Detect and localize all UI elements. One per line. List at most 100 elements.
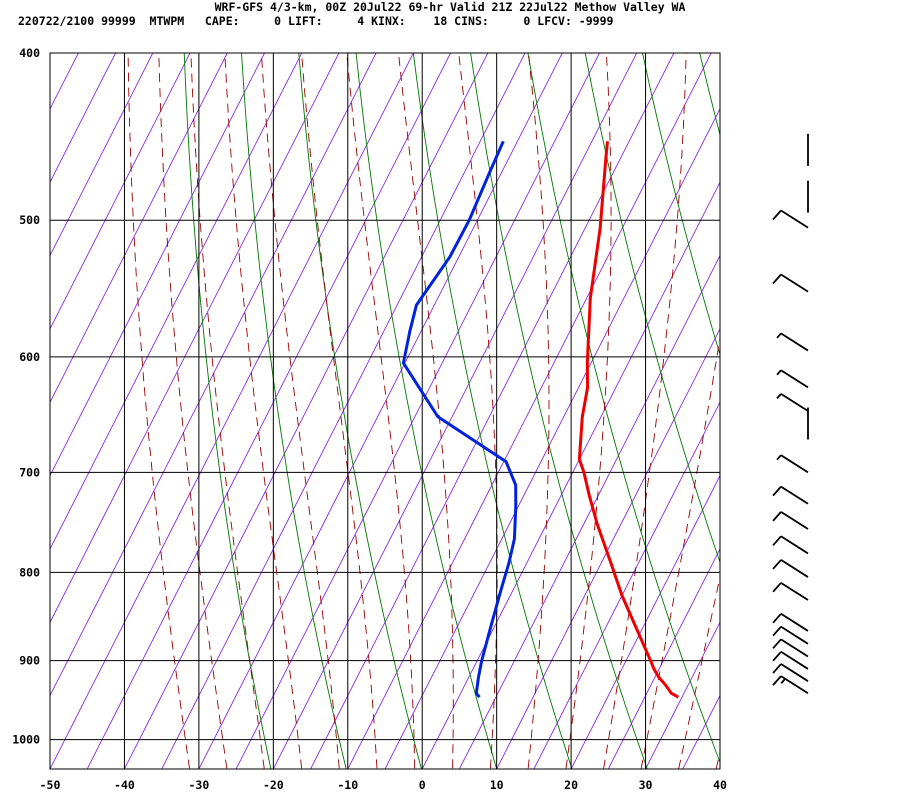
barb-staff <box>780 663 809 682</box>
wind-barb <box>772 651 809 670</box>
moist-adiabat-line <box>158 53 228 769</box>
moist-adiabat-line <box>862 15 900 784</box>
dry-adiabat-line <box>241 53 347 769</box>
plot-frame <box>49 52 721 770</box>
barb-staff <box>780 625 809 645</box>
moist-adiabat-line <box>824 15 900 784</box>
dry-adiabat-line <box>804 15 900 784</box>
y-tick-labels: 400 500 600 700 800 900 1000 <box>12 46 40 747</box>
moist-adiabat-line <box>260 53 340 769</box>
barb-staff <box>780 454 809 474</box>
dry-adiabat-line <box>699 53 720 137</box>
isotherm-line <box>347 53 712 769</box>
x-tick-label: -40 <box>114 778 135 792</box>
grid-lines <box>50 53 720 769</box>
barb-flag <box>772 582 782 593</box>
barb-staff <box>780 485 809 505</box>
isotherm-line <box>50 53 79 110</box>
barb-staff <box>780 638 809 658</box>
isotherm-line <box>458 254 720 769</box>
barb-staff <box>780 559 809 578</box>
wind-barb <box>772 559 809 578</box>
wind-barb <box>772 663 809 682</box>
moist-adiabat-line <box>301 53 378 769</box>
barb-staff <box>780 535 809 555</box>
moist-adiabat-line <box>190 53 265 769</box>
dry-adiabat-line <box>412 53 573 769</box>
y-tick-label: 600 <box>19 350 40 364</box>
moist-adiabat-line <box>565 53 612 769</box>
wind-barb <box>772 535 809 555</box>
isotherm-line <box>310 53 675 769</box>
wind-barb <box>772 485 809 505</box>
y-tick-label: 400 <box>19 46 40 60</box>
dry-adiabat-line <box>584 53 720 564</box>
barb-flag <box>776 454 782 461</box>
barb-flag <box>780 678 786 684</box>
chart-title: WRF-GFS 4/3-km, 00Z 20Jul22 69-hr Valid … <box>214 0 686 14</box>
x-tick-label: 10 <box>490 778 504 792</box>
wind-barb <box>776 393 809 412</box>
background-lines <box>0 15 900 784</box>
y-tick-label: 900 <box>19 654 40 668</box>
wind-barb <box>772 625 809 645</box>
x-tick-label: -20 <box>263 778 284 792</box>
barb-flag <box>776 369 782 376</box>
isotherm-line <box>533 401 720 769</box>
isotherm-line <box>496 327 720 769</box>
wind-barb <box>772 613 809 632</box>
barb-flag <box>772 651 782 662</box>
moist-adiabat-line <box>127 53 191 769</box>
dry-adiabat-line <box>298 53 422 769</box>
isotherm-line <box>682 694 720 769</box>
barb-flag <box>772 209 782 221</box>
dry-adiabat-line <box>183 53 272 769</box>
x-tick-labels: -50 -40 -30 -20 -10 0 10 20 30 40 <box>40 778 727 792</box>
isotherm-line <box>50 53 377 697</box>
moist-adiabat-line <box>398 53 454 769</box>
barb-flag <box>772 535 782 546</box>
barb-staff <box>780 273 809 293</box>
barb-flag <box>772 511 782 522</box>
x-tick-label: 0 <box>419 778 426 792</box>
barb-staff <box>780 209 809 229</box>
isotherm-line <box>50 53 340 624</box>
isotherm-line <box>50 53 191 330</box>
dry-adiabat-line <box>642 53 720 357</box>
dewpoint-profile <box>401 140 518 699</box>
isotherm-line <box>235 53 601 769</box>
isotherm-line <box>198 53 563 769</box>
moist-adiabat-line <box>715 750 720 769</box>
barb-staff <box>780 582 809 601</box>
wind-barb <box>772 511 809 530</box>
wind-barb <box>772 209 809 229</box>
isotherm-line <box>0 15 23 784</box>
moist-adiabat-line <box>527 53 550 769</box>
isotherm-line <box>50 53 303 550</box>
wind-barbs <box>772 133 809 695</box>
y-tick-label: 500 <box>19 213 40 227</box>
isotherm-line <box>750 15 900 784</box>
moist-adiabat-line <box>346 53 416 769</box>
y-tick-label: 800 <box>19 565 40 579</box>
moist-adiabat-line <box>750 15 900 784</box>
isotherm-line <box>50 53 414 769</box>
wind-barb <box>772 675 809 695</box>
moist-adiabat-line <box>640 335 720 769</box>
isotherm-line <box>50 53 266 477</box>
wind-barb <box>772 273 809 293</box>
barb-staff <box>780 651 809 670</box>
barb-staff <box>780 675 809 695</box>
wind-barb <box>776 369 809 389</box>
dry-adiabat-line <box>747 15 900 784</box>
y-tick-label: 700 <box>19 465 40 479</box>
x-tick-label: -30 <box>188 778 209 792</box>
moist-adiabat-line <box>678 574 720 769</box>
y-tick-label: 1000 <box>12 733 40 747</box>
barb-flag <box>772 638 782 649</box>
dry-adiabat-line <box>527 53 720 764</box>
x-tick-label: 30 <box>639 778 653 792</box>
barb-flag <box>776 393 782 399</box>
wind-barb <box>772 582 809 601</box>
